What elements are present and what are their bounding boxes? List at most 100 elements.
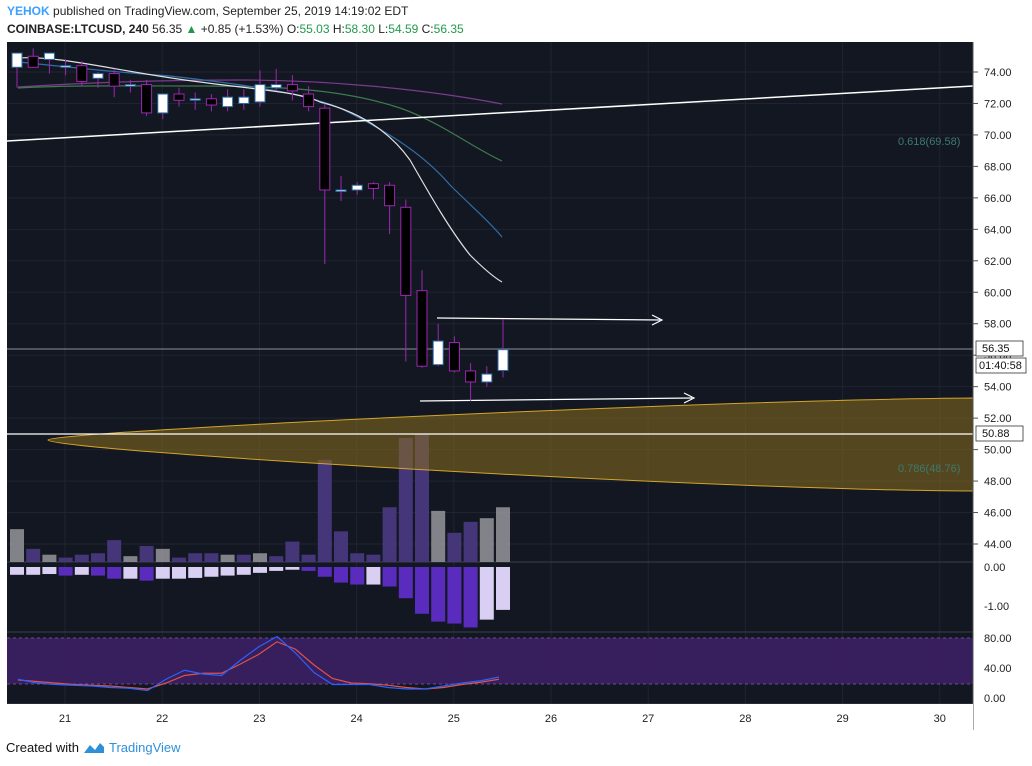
candle-body bbox=[448, 342, 460, 372]
time-tick-label: 22 bbox=[156, 713, 168, 725]
time-tick-label: 26 bbox=[545, 713, 557, 725]
level-tag bbox=[975, 425, 1024, 442]
oscillator-bar bbox=[220, 567, 235, 576]
oscillator-bar bbox=[155, 567, 170, 579]
candle-body bbox=[27, 55, 39, 68]
price-axis[interactable] bbox=[973, 42, 1032, 730]
stoch-k-line bbox=[17, 635, 500, 692]
candle-body bbox=[367, 183, 379, 189]
candle-body bbox=[108, 73, 120, 87]
volume-bar bbox=[220, 554, 235, 562]
author-name[interactable]: YEHOK bbox=[7, 4, 50, 18]
oscillator-bar bbox=[447, 567, 462, 624]
volume-bar bbox=[350, 553, 365, 562]
volume-bar bbox=[334, 531, 348, 562]
close-label: C: bbox=[421, 22, 434, 36]
oscillator-bar bbox=[172, 567, 186, 579]
oscillator-bar bbox=[204, 567, 219, 577]
price-tick-label: 74.00 bbox=[984, 67, 1012, 79]
countdown-tag-text: 01:40:58 bbox=[979, 360, 1022, 372]
volume-bar bbox=[317, 459, 332, 562]
time-axis[interactable] bbox=[7, 704, 973, 730]
stochastic bbox=[17, 635, 500, 692]
oscillator-bar bbox=[107, 567, 122, 579]
candle-body bbox=[205, 98, 217, 106]
stochastic-tick-label: 80.00 bbox=[984, 633, 1012, 645]
chart-background bbox=[7, 42, 973, 730]
volume-bar bbox=[447, 532, 462, 562]
oscillator-bar bbox=[479, 567, 494, 620]
oscillator-ticks: 0.00 -1.00 bbox=[984, 562, 1009, 613]
price-tick-label: 44.00 bbox=[984, 539, 1012, 551]
oscillator-bar bbox=[285, 567, 300, 570]
candle-body bbox=[416, 290, 428, 367]
price-tick-label: 68.00 bbox=[984, 161, 1012, 173]
price-tick-label: 62.00 bbox=[984, 256, 1012, 268]
oscillator-bar bbox=[334, 567, 348, 583]
volume-bar bbox=[366, 554, 381, 562]
stoch-band bbox=[7, 638, 973, 684]
volume-bar bbox=[123, 556, 138, 562]
volume-bar bbox=[188, 553, 203, 562]
volume-bar bbox=[496, 507, 510, 562]
oscillator-bar bbox=[253, 567, 267, 573]
time-tick-label: 27 bbox=[642, 713, 654, 725]
candle-body bbox=[497, 349, 509, 371]
last-price: 56.35 bbox=[152, 22, 183, 36]
trendline[interactable] bbox=[6, 85, 974, 142]
candlesticks bbox=[11, 48, 509, 401]
time-tick-label: 28 bbox=[739, 713, 751, 725]
arrow-lower[interactable] bbox=[419, 392, 696, 404]
oscillator-tick-label: 0.00 bbox=[984, 562, 1005, 574]
price-tick-label: 48.00 bbox=[984, 476, 1012, 488]
volume-bar bbox=[253, 553, 267, 562]
volume-bar bbox=[269, 556, 284, 562]
price-change: +0.85 (+1.53%) bbox=[200, 22, 284, 36]
volume-bar bbox=[382, 507, 397, 562]
volume-bar bbox=[155, 548, 170, 562]
candle-body bbox=[481, 373, 493, 383]
candle-body bbox=[303, 93, 315, 108]
volume-bar bbox=[10, 529, 24, 562]
volume-bar bbox=[463, 521, 478, 562]
candle-body bbox=[157, 93, 169, 114]
volume-bar bbox=[301, 554, 316, 562]
oscillator-bar bbox=[10, 567, 24, 575]
volume-bar bbox=[431, 510, 446, 562]
volume-bar bbox=[91, 553, 105, 562]
tradingview-logo-icon bbox=[83, 742, 104, 753]
candle-body bbox=[270, 84, 282, 89]
ma-white bbox=[17, 57, 503, 283]
oscillator-bar bbox=[301, 567, 316, 571]
volume-bar bbox=[58, 557, 73, 562]
ma-purple bbox=[17, 79, 503, 105]
volume-bar bbox=[479, 518, 494, 562]
arrow-upper[interactable] bbox=[436, 314, 664, 326]
volume-bar bbox=[26, 548, 41, 562]
oscillator-bar bbox=[415, 567, 429, 614]
open-value: 55.03 bbox=[299, 22, 330, 36]
publish-info: published on TradingView.com, September … bbox=[53, 4, 409, 18]
volume-bar bbox=[285, 541, 300, 562]
candle-body bbox=[43, 52, 55, 60]
price-tick-label: 50.00 bbox=[984, 445, 1012, 457]
oscillator-bar bbox=[431, 567, 446, 622]
time-tick-label: 30 bbox=[934, 713, 946, 725]
candle-body bbox=[384, 184, 396, 207]
open-label: O: bbox=[286, 22, 300, 36]
volume-bar bbox=[204, 553, 219, 562]
tradingview-brand[interactable]: TradingView bbox=[108, 740, 181, 755]
symbol-line: COINBASE:LTCUSD, 240 56.35 ▲ +0.85 (+1.5… bbox=[7, 22, 464, 36]
candle-body bbox=[189, 98, 201, 101]
candle-body bbox=[222, 96, 234, 108]
symbol-name: COINBASE:LTCUSD, 240 bbox=[7, 22, 149, 36]
volume-bar bbox=[42, 554, 57, 562]
last-price-tag-text: 56.35 bbox=[982, 343, 1010, 355]
oscillator-bar bbox=[139, 567, 154, 581]
oscillator-bar bbox=[366, 567, 381, 585]
oscillator-bar bbox=[123, 567, 138, 579]
volume-bar bbox=[139, 545, 154, 562]
price-tick-label: 54.00 bbox=[984, 382, 1012, 394]
high-value: 58.30 bbox=[344, 22, 375, 36]
